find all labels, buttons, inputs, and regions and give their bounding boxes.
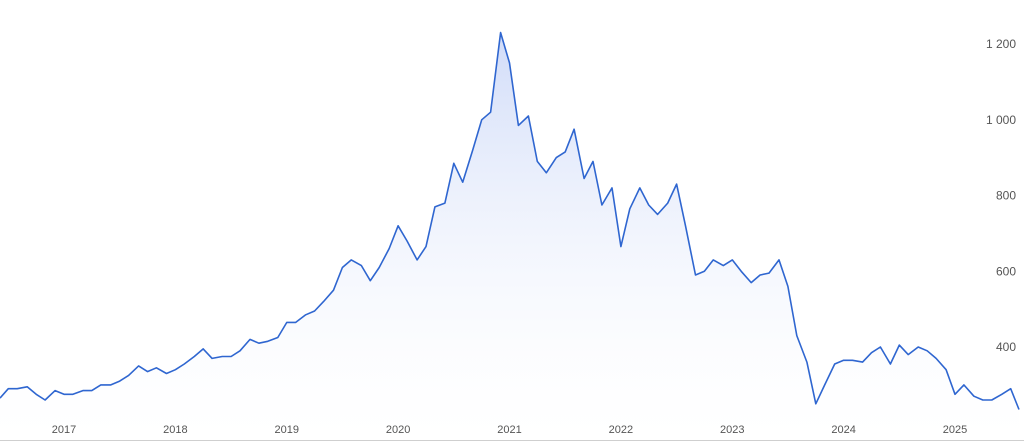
y-tick-label: 400	[996, 340, 1016, 354]
x-tick-label: 2024	[831, 424, 855, 436]
series-line-layer	[0, 31, 1020, 410]
x-axis-tick-labels: 2017 2018 2019 2020 2021 2022 2023 2024 2025	[52, 424, 967, 436]
x-tick-label: 2018	[163, 424, 187, 436]
y-axis-tick-labels: 400 600 800 1 000 1 200	[986, 37, 1016, 354]
y-tick-label: 800	[996, 189, 1016, 203]
x-tick-label: 2019	[275, 424, 299, 436]
y-tick-label: 600	[996, 264, 1016, 278]
y-tick-label: 1 000	[986, 113, 1016, 127]
x-tick-label: 2020	[386, 424, 410, 436]
area-fill	[0, 32, 1019, 440]
x-tick-label: 2021	[497, 424, 521, 436]
area-fill-layer	[0, 32, 1019, 440]
y-tick-label: 1 200	[986, 37, 1016, 51]
x-tick-label: 2017	[52, 424, 76, 436]
series-line	[0, 31, 1020, 410]
x-tick-label: 2023	[720, 424, 744, 436]
x-tick-label: 2022	[609, 424, 633, 436]
x-tick-label: 2025	[943, 424, 967, 436]
